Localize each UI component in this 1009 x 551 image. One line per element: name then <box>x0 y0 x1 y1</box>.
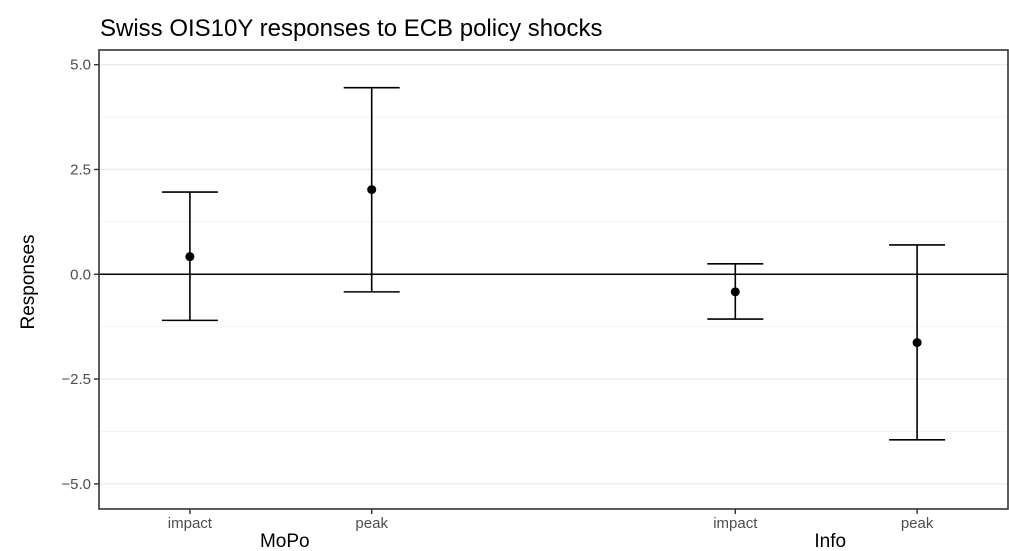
y-axis-title: Responses <box>18 234 39 329</box>
data-point-Info-peak <box>912 338 922 348</box>
x-tick-label: peak <box>355 515 388 532</box>
x-tick-label: peak <box>901 515 934 532</box>
y-tick-label: 5.0 <box>70 57 91 74</box>
y-tick-label: 2.5 <box>70 161 91 178</box>
error-bars-layer <box>161 86 946 441</box>
y-tick-label: 0.0 <box>70 266 91 283</box>
axis-layer: 5.0 2.5 0.0 −2.5 −5.0 <box>61 49 1009 514</box>
x-tick-label: impact <box>713 515 758 532</box>
data-point-MoPo-impact <box>185 252 195 262</box>
x-tick-label: impact <box>168 515 213 532</box>
panel-border <box>98 49 1009 510</box>
group-label-MoPo: MoPo <box>260 531 310 551</box>
chart-title: Swiss OIS10Y responses to ECB policy sho… <box>100 15 602 42</box>
y-tick-label: −5.0 <box>61 476 91 493</box>
data-point-Info-impact <box>730 287 740 297</box>
data-point-MoPo-peak <box>367 185 377 195</box>
y-tick-label: −2.5 <box>61 371 91 388</box>
group-label-Info: Info <box>814 531 846 551</box>
label-layer: impact peak MoPo impact peak Info <box>168 515 934 551</box>
